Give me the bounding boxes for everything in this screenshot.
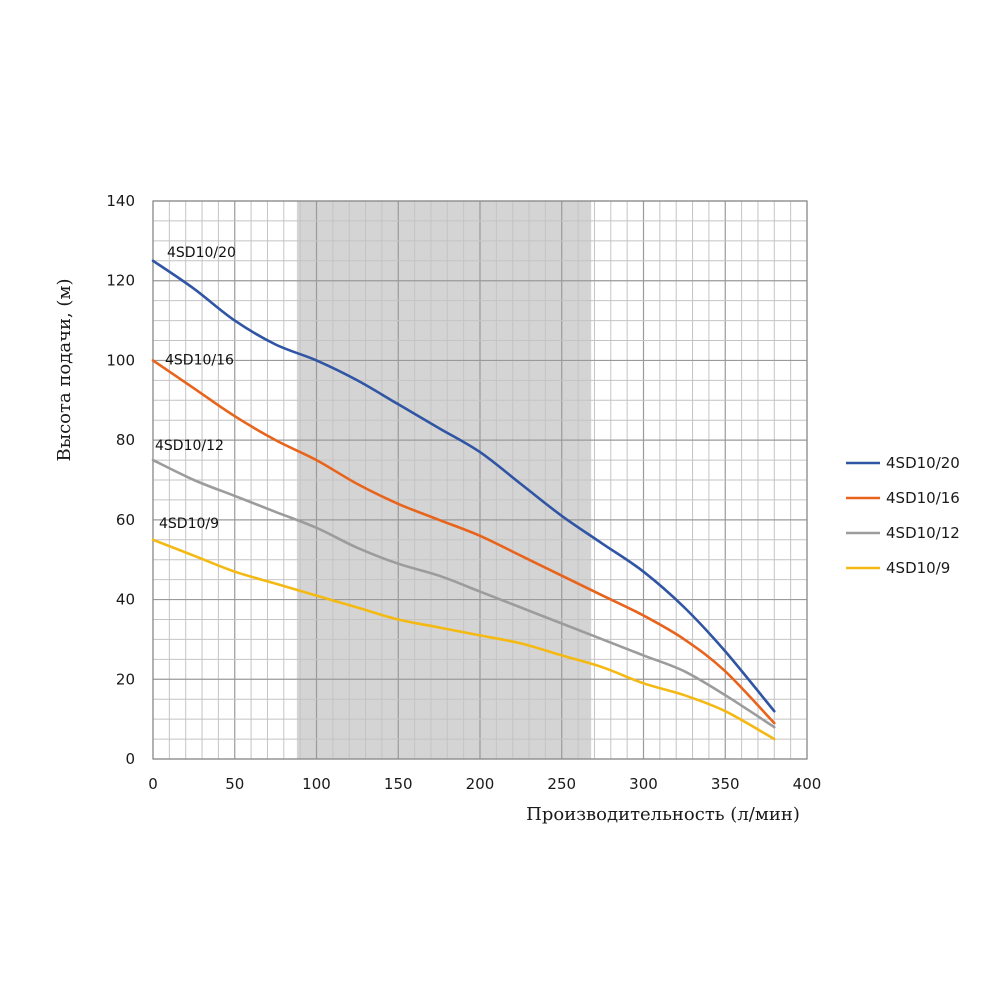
legend-entry: 4SD10/16 bbox=[886, 489, 960, 507]
legend-entry: 4SD10/12 bbox=[886, 524, 960, 542]
series-line-4sd10-16 bbox=[151, 359, 776, 725]
x-tick-label: 350 bbox=[711, 775, 740, 793]
y-tick-label: 120 bbox=[106, 272, 135, 290]
series-label: 4SD10/12 bbox=[155, 438, 224, 454]
x-tick-label: 300 bbox=[629, 775, 658, 793]
series-label: 4SD10/20 bbox=[167, 245, 236, 261]
y-tick-label: 140 bbox=[106, 192, 135, 210]
series-line-4sd10-9 bbox=[151, 538, 776, 741]
series-label: 4SD10/16 bbox=[165, 352, 234, 368]
legend-entry: 4SD10/20 bbox=[886, 454, 960, 472]
series-label: 4SD10/9 bbox=[159, 516, 219, 532]
x-axis-title: Производительность (л/мин) bbox=[526, 804, 800, 825]
legend-entry: 4SD10/9 bbox=[886, 559, 950, 577]
y-tick-label: 60 bbox=[116, 511, 135, 529]
y-tick-label: 100 bbox=[106, 351, 135, 369]
series-line-4sd10-12 bbox=[151, 458, 776, 729]
y-tick-label: 80 bbox=[116, 431, 135, 449]
x-tick-label: 150 bbox=[384, 775, 413, 793]
y-tick-label: 40 bbox=[116, 591, 135, 609]
x-tick-label: 100 bbox=[302, 775, 331, 793]
x-tick-label: 200 bbox=[466, 775, 495, 793]
x-tick-label: 250 bbox=[547, 775, 576, 793]
x-tick-label: 0 bbox=[148, 775, 158, 793]
y-tick-label: 0 bbox=[125, 750, 135, 768]
series-line-4sd10-20 bbox=[151, 259, 776, 713]
y-axis-title: Высота подачи, (м) bbox=[54, 279, 75, 462]
plot-frame bbox=[152, 200, 808, 760]
y-tick-label: 20 bbox=[116, 670, 135, 688]
x-tick-label: 400 bbox=[793, 775, 822, 793]
x-tick-label: 50 bbox=[225, 775, 244, 793]
